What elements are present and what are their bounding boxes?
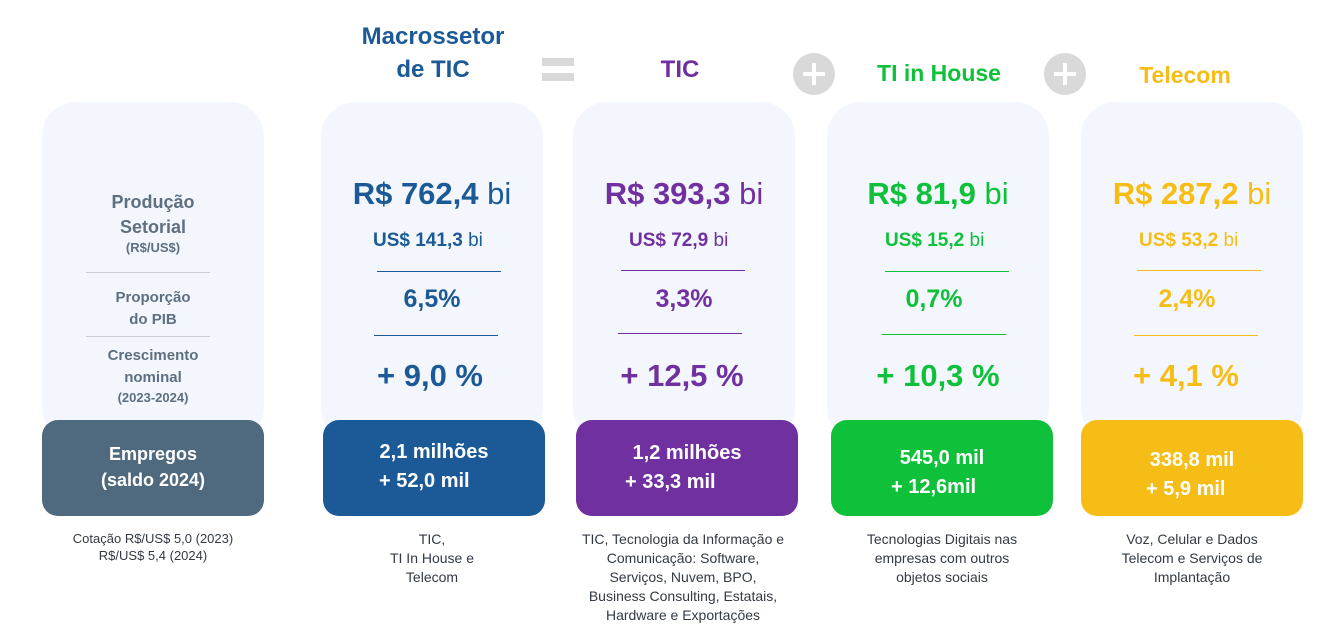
- note-tic: TIC, Tecnologia da Informação e Comunica…: [581, 531, 785, 623]
- card-tic: R$ 393,3 bi US$ 72,9 bi 3,3% + 12,5 %: [573, 102, 795, 442]
- growth-value: + 4,1 %: [1133, 358, 1239, 393]
- plus-icon: [1044, 53, 1086, 95]
- header-macrossetor: Macrossetor de TIC: [340, 20, 526, 86]
- header-tic: TIC: [660, 56, 700, 83]
- label-proporcao: Proporção do PIB: [115, 289, 191, 328]
- exchange-note: Cotação R$/US$ 5,0 (2023) R$/US$ 5,4 (20…: [72, 531, 234, 563]
- usd-value: US$ 53,2 bi: [1139, 230, 1239, 251]
- divider: [621, 270, 745, 271]
- header-macrossetor-line2: de TIC: [396, 56, 470, 83]
- divider: [1137, 270, 1261, 271]
- brl-value: R$ 81,9 bi: [867, 176, 1009, 211]
- growth-value: + 9,0 %: [377, 358, 483, 393]
- header-macrossetor-line1: Macrossetor: [361, 23, 505, 50]
- growth-value: + 12,5 %: [620, 358, 744, 393]
- card-macrossetor: R$ 762,4 bi US$ 141,3 bi 6,5% + 9,0 %: [321, 102, 543, 442]
- divider: [882, 334, 1006, 335]
- usd-value: US$ 141,3 bi: [373, 230, 483, 251]
- divider: [86, 272, 210, 273]
- divider: [885, 271, 1009, 272]
- brl-value: R$ 393,3 bi: [604, 176, 764, 211]
- divider: [374, 335, 498, 336]
- usd-value: US$ 15,2 bi: [885, 230, 985, 251]
- pib-share: 3,3%: [655, 285, 713, 313]
- header-ti-in-house: TI in House: [877, 60, 1001, 86]
- label-empregos: Empregos (saldo 2024): [42, 420, 264, 516]
- label-crescimento: Crescimento nominal (2023-2024): [107, 347, 199, 405]
- note-macrossetor: TIC, TI In House e Telecom: [389, 531, 475, 585]
- equals-icon: [542, 58, 574, 82]
- brl-value: R$ 287,2 bi: [1112, 176, 1272, 211]
- jobs-tic: 1,2 milhões + 33,3 mil: [576, 420, 798, 516]
- pib-share: 0,7%: [905, 285, 963, 313]
- header-telecom: Telecom: [1139, 62, 1231, 88]
- divider: [1134, 335, 1258, 336]
- note-ti-in-house: Tecnologias Digitais nas empresas com ou…: [866, 531, 1018, 585]
- usd-value: US$ 72,9 bi: [629, 230, 729, 251]
- growth-value: + 10,3 %: [876, 358, 1000, 393]
- brl-value: R$ 762,4 bi: [352, 176, 512, 211]
- label-producao: Produção Setorial (R$/US$): [111, 192, 195, 255]
- divider: [377, 271, 501, 272]
- divider: [86, 336, 210, 337]
- jobs-macrossetor: 2,1 milhões + 52,0 mil: [323, 420, 545, 516]
- pib-share: 6,5%: [403, 285, 461, 313]
- pib-share: 2,4%: [1158, 285, 1216, 313]
- note-telecom: Voz, Celular e Dados Telecom e Serviços …: [1121, 531, 1263, 585]
- jobs-telecom: 338,8 mil + 5,9 mil: [1081, 420, 1303, 516]
- label-card: Produção Setorial (R$/US$) Proporção do …: [42, 102, 264, 442]
- divider: [618, 333, 742, 334]
- card-ti-in-house: R$ 81,9 bi US$ 15,2 bi 0,7% + 10,3 %: [827, 102, 1049, 442]
- jobs-ti-in-house: 545,0 mil + 12,6mil: [831, 420, 1053, 516]
- plus-icon: [793, 53, 835, 95]
- card-telecom: R$ 287,2 bi US$ 53,2 bi 2,4% + 4,1 %: [1081, 102, 1303, 442]
